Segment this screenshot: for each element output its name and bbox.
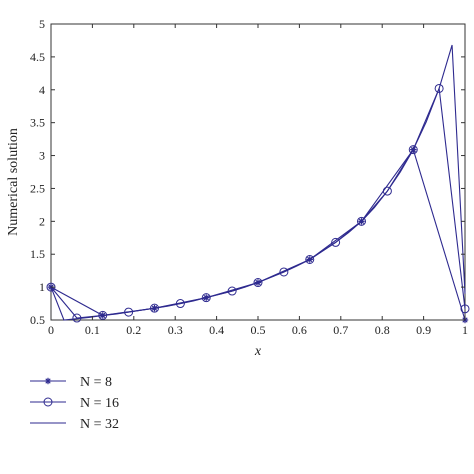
x-tick-label: 0.1	[85, 323, 100, 337]
x-tick-label: 0.5	[251, 323, 266, 337]
y-tick-label: 5	[39, 17, 45, 31]
y-tick-label: 4.5	[30, 50, 45, 64]
data-point-n-8	[410, 146, 417, 153]
y-tick-label: 1	[39, 280, 45, 294]
star-center	[46, 379, 50, 383]
y-tick-label: 4	[39, 83, 45, 97]
data-point-n-16	[331, 237, 341, 247]
data-point-n-16	[305, 254, 315, 264]
x-tick-label: 0.3	[168, 323, 183, 337]
x-tick-label: 0.2	[126, 323, 141, 337]
data-point-n-16	[150, 303, 159, 313]
data-point-n-16	[201, 293, 211, 303]
data-point-n-16	[227, 286, 237, 296]
star-center	[152, 306, 157, 310]
y-tick-label: 1.5	[30, 247, 45, 261]
x-tick-label: 0.9	[416, 323, 431, 337]
x-tick-label: 0.8	[375, 323, 390, 337]
x-tick-label: 0	[48, 323, 54, 337]
y-axis-title: Numerical solution	[6, 128, 21, 236]
data-point-n-16	[72, 313, 82, 323]
y-tick-label: 3	[39, 149, 45, 163]
x-tick-label: 0.7	[333, 323, 348, 337]
data-point-n-8	[306, 256, 313, 263]
plot-frame	[50, 23, 466, 321]
legend-label-n-16: N = 16	[80, 396, 119, 411]
data-point-n-16	[279, 267, 289, 277]
data-point-n-16	[460, 304, 470, 314]
x-axis-title: x	[254, 344, 262, 359]
legend-label-n-32: N = 32	[80, 417, 119, 432]
star-center	[101, 313, 105, 317]
star-center	[411, 148, 415, 152]
x-tick-label: 0.4	[209, 323, 224, 337]
y-tick-label: 2.5	[30, 181, 45, 195]
star-center	[204, 296, 208, 300]
series-line-n-8	[50, 148, 466, 321]
legend-label-n-8: N = 8	[80, 375, 112, 390]
data-point-n-16	[253, 278, 263, 288]
data-point-n-16	[408, 145, 418, 155]
legend-marker-n-16	[43, 397, 53, 407]
plot-area	[50, 23, 466, 321]
axis-ticks: 0 0.1 0.2 0.3 0.4 0.5 0.6 0.7 0.8 0.9 1 0.5 1 1.5 2 2.5…	[30, 17, 468, 337]
x-tick-label: 0.6	[292, 323, 307, 337]
data-point-n-8	[203, 294, 210, 301]
series-markers	[46, 83, 470, 324]
data-point-n-8	[151, 304, 158, 312]
star-center	[308, 257, 312, 262]
star-center	[256, 280, 260, 285]
data-point-n-16	[434, 83, 444, 93]
data-point-n-16	[175, 299, 185, 309]
data-point-n-16	[357, 216, 366, 226]
star-center	[359, 219, 364, 223]
y-tick-label: 0.5	[30, 313, 45, 327]
data-point-n-16	[98, 310, 108, 320]
data-point-n-16	[382, 186, 392, 196]
data-point-n-16	[124, 307, 134, 317]
legend-marker-n-8	[44, 377, 52, 385]
data-point-n-8	[99, 312, 106, 319]
legend: N = 8 N = 16 N = 32	[30, 375, 119, 432]
y-tick-label: 3.5	[30, 116, 45, 130]
data-point-n-8	[358, 218, 365, 225]
data-point-n-8	[254, 279, 262, 286]
y-tick-label: 2	[39, 214, 45, 228]
x-tick-label: 1	[462, 323, 468, 337]
